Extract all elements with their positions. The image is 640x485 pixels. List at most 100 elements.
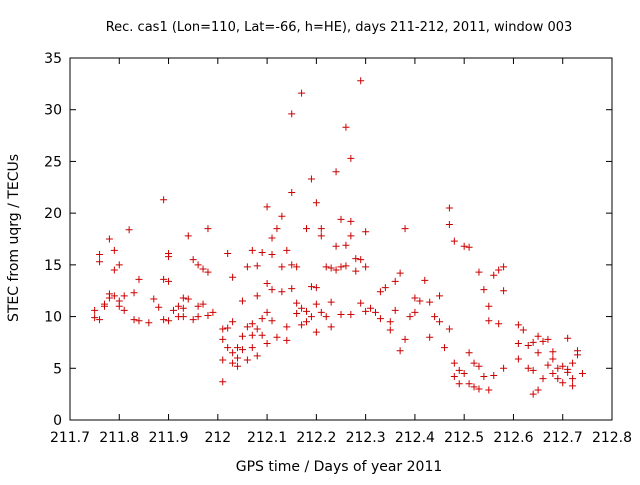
data-point-marker: [450, 373, 458, 381]
data-point-marker: [229, 318, 237, 326]
data-point-marker: [514, 321, 522, 329]
data-point-marker: [160, 316, 168, 324]
data-point-marker: [179, 313, 187, 321]
data-point-marker: [100, 300, 108, 308]
data-point-marker: [564, 334, 572, 342]
data-point-marker: [293, 299, 301, 307]
x-tick-label: 212.4: [395, 430, 435, 446]
data-point-marker: [514, 355, 522, 363]
data-point-marker: [160, 275, 168, 283]
data-point-marker: [396, 269, 404, 277]
data-point-marker: [312, 328, 320, 336]
data-point-marker: [229, 359, 237, 367]
data-point-marker: [524, 364, 532, 372]
data-point-marker: [307, 313, 315, 321]
data-point-marker: [352, 267, 360, 275]
data-point-marker: [169, 306, 177, 314]
data-point-marker: [401, 335, 409, 343]
data-point-marker: [534, 332, 542, 340]
data-point-marker: [485, 386, 493, 394]
y-tick-label: 5: [53, 361, 62, 377]
data-point-marker: [376, 315, 384, 323]
data-point-marker: [268, 251, 276, 259]
chart-title: Rec. cas1 (Lon=110, Lat=-66, h=HE), days…: [106, 20, 573, 35]
data-point-marker: [263, 203, 271, 211]
data-point-marker: [135, 275, 143, 283]
data-point-marker: [391, 277, 399, 285]
data-point-marker: [189, 316, 197, 324]
data-point-marker: [569, 382, 577, 390]
data-point-marker: [248, 344, 256, 352]
data-point-marker: [288, 110, 296, 118]
data-point-marker: [490, 271, 498, 279]
data-point-marker: [91, 306, 99, 314]
data-point-marker: [209, 308, 217, 316]
data-point-marker: [327, 264, 335, 272]
data-point-marker: [96, 251, 104, 259]
data-point-marker: [465, 380, 473, 388]
data-point-marker: [278, 212, 286, 220]
data-point-marker: [145, 319, 153, 327]
data-point-marker: [554, 375, 562, 383]
data-point-marker: [199, 265, 207, 273]
data-point-marker: [238, 332, 246, 340]
data-point-marker: [534, 386, 542, 394]
y-tick-label: 25: [44, 154, 62, 170]
data-point-marker: [490, 372, 498, 380]
data-point-marker: [160, 196, 168, 204]
ticks-layer: 211.7 211.8 211.9 212 212.1 212.2 212.3 212.4 21…: [44, 51, 632, 446]
data-point-marker: [480, 286, 488, 294]
data-point-marker: [564, 365, 572, 373]
data-point-marker: [253, 325, 261, 333]
data-point-marker: [544, 361, 552, 369]
data-point-marker: [312, 199, 320, 207]
data-point-marker: [480, 373, 488, 381]
x-axis-label: GPS time / Days of year 2011: [236, 459, 443, 475]
data-point-marker: [554, 364, 562, 372]
data-point-marker: [155, 303, 163, 311]
data-point-marker: [288, 285, 296, 293]
data-point-marker: [445, 204, 453, 212]
data-point-marker: [347, 154, 355, 162]
data-point-marker: [391, 306, 399, 314]
data-point-marker: [253, 262, 261, 270]
data-point-marker: [298, 321, 306, 329]
data-point-marker: [224, 249, 232, 257]
data-point-marker: [529, 366, 537, 374]
data-point-marker: [440, 344, 448, 352]
data-point-marker: [455, 380, 463, 388]
data-point-marker: [317, 232, 325, 240]
data-point-marker: [184, 295, 192, 303]
data-point-marker: [283, 246, 291, 254]
data-point-marker: [110, 246, 118, 254]
data-point-marker: [234, 354, 242, 362]
data-point-marker: [238, 346, 246, 354]
data-point-marker: [376, 288, 384, 296]
data-point-marker: [165, 277, 173, 285]
x-tick-label: 212: [204, 430, 231, 446]
data-point-marker: [411, 294, 419, 302]
data-point-marker: [263, 308, 271, 316]
data-point-marker: [234, 344, 242, 352]
data-point-marker: [224, 344, 232, 352]
plot-frame: [69, 57, 613, 421]
data-point-marker: [288, 188, 296, 196]
data-point-marker: [342, 262, 350, 270]
data-point-marker: [115, 261, 123, 269]
data-point-marker: [268, 286, 276, 294]
data-point-marker: [569, 359, 577, 367]
data-point-marker: [332, 168, 340, 176]
data-point-marker: [460, 242, 468, 250]
data-point-marker: [248, 246, 256, 254]
data-point-marker: [500, 287, 508, 295]
y-tick-label: 30: [44, 103, 62, 119]
data-point-marker: [110, 266, 118, 274]
data-point-marker: [194, 302, 202, 310]
data-point-marker: [312, 300, 320, 308]
data-point-marker: [347, 232, 355, 240]
data-point-marker: [258, 331, 266, 339]
data-point-marker: [500, 364, 508, 372]
data-point-marker: [485, 302, 493, 310]
data-point-marker: [204, 312, 212, 320]
